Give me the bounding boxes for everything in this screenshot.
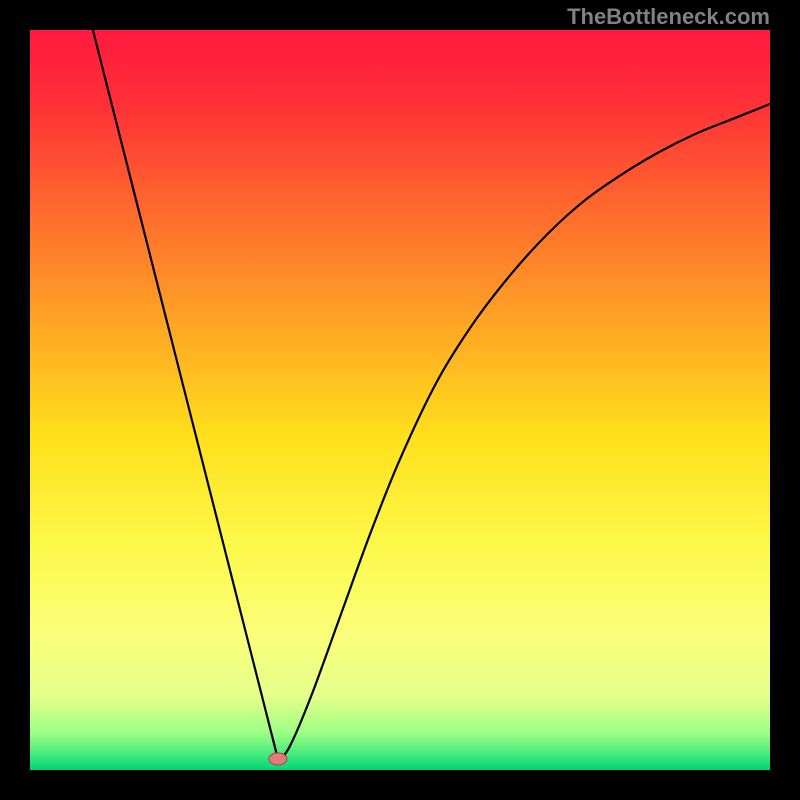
watermark-text: TheBottleneck.com xyxy=(567,4,770,30)
plot-area xyxy=(30,30,770,770)
chart-frame: TheBottleneck.com xyxy=(0,0,800,800)
minimum-marker xyxy=(269,753,287,765)
gradient-background xyxy=(30,30,770,770)
plot-svg xyxy=(30,30,770,770)
